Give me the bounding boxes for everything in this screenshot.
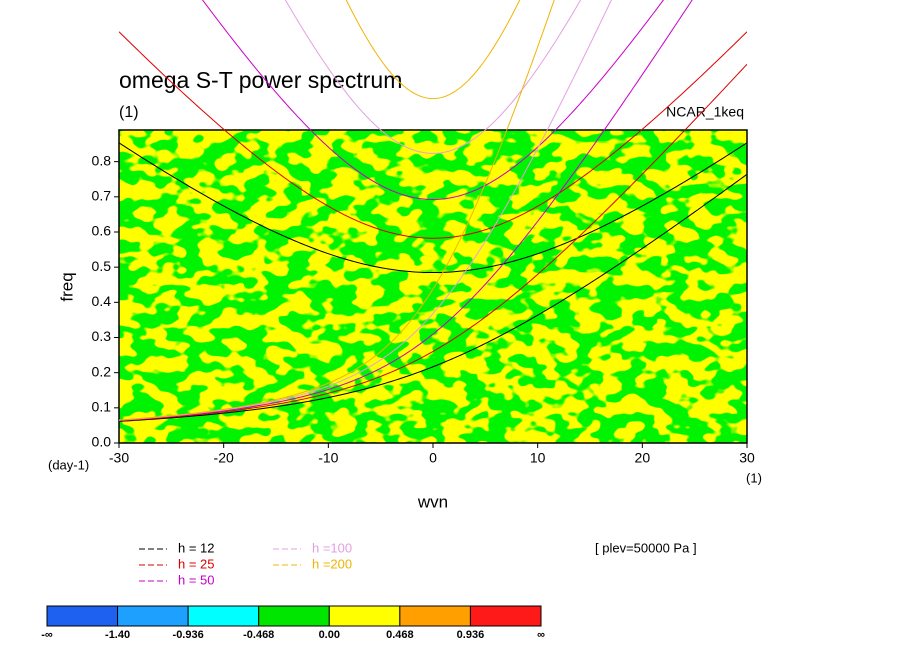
x-tick-label: 0 xyxy=(429,450,437,466)
colorbar-label: 0.936 xyxy=(457,629,485,641)
colorbar-label: ∞ xyxy=(537,629,545,641)
x-tick-label: 20 xyxy=(635,450,651,466)
dispersion-curve xyxy=(119,0,693,421)
x-tick-label: -20 xyxy=(214,450,234,466)
colorbar-label: -∞ xyxy=(41,629,53,641)
colorbar-label: -0.468 xyxy=(243,629,274,641)
chart-subtitle: (1) xyxy=(119,104,139,121)
note: [ plev=50000 Pa ] xyxy=(595,540,697,555)
dispersion-curve xyxy=(119,0,612,421)
dispersion-curve xyxy=(345,0,521,100)
y-tick-label: 0.3 xyxy=(92,328,112,344)
curves xyxy=(119,0,747,422)
colorbar-box xyxy=(469,605,542,627)
dispersion-curve xyxy=(119,173,747,422)
x-tick-label: -30 xyxy=(109,450,129,466)
colorbar-label: 0.00 xyxy=(319,629,340,641)
y-tick-label: 0.5 xyxy=(92,258,112,274)
dispersion-curve xyxy=(119,31,747,239)
y-tick-label: 0.4 xyxy=(92,293,112,309)
legend-label: h = 50 xyxy=(178,572,215,587)
colorbar-box xyxy=(187,605,260,627)
colorbar-box xyxy=(258,605,330,627)
y-unit: (day-1) xyxy=(48,457,89,472)
colorbar-label: 0.468 xyxy=(386,629,414,641)
x-tick-label: 10 xyxy=(530,450,546,466)
annotation: NCAR_1keq xyxy=(666,104,744,120)
legend-label: h = 12 xyxy=(178,540,215,555)
y-tick-label: 0.6 xyxy=(92,223,112,239)
colorbar-box xyxy=(46,605,119,627)
x-unit: (1) xyxy=(746,470,762,485)
x-tick-label: 30 xyxy=(739,450,755,466)
colorbar-label: -0.936 xyxy=(173,629,204,641)
legend-label: h = 25 xyxy=(178,556,215,571)
legend-label: h =200 xyxy=(312,556,352,571)
colorbar-box xyxy=(328,605,401,627)
y-tick-label: 0.7 xyxy=(92,188,112,204)
x-tick-label: -10 xyxy=(318,450,338,466)
y-tick-label: 0.2 xyxy=(92,363,112,379)
dispersion-curve xyxy=(201,0,665,200)
dispersion-curve xyxy=(284,0,582,154)
y-axis-label: freq xyxy=(57,272,76,301)
legend-label: h =100 xyxy=(312,540,352,555)
dispersion-curve xyxy=(119,63,747,422)
dispersion-curve xyxy=(119,0,555,421)
y-tick-label: 0.8 xyxy=(92,152,112,168)
colorbar-box xyxy=(117,605,189,627)
y-tick-label: 0.1 xyxy=(92,399,112,415)
x-axis-label: wvn xyxy=(417,492,448,511)
colorbar-box xyxy=(399,605,471,627)
field-contours xyxy=(119,130,747,443)
y-tick-label: 0.0 xyxy=(92,434,112,450)
colorbar-label: -1.40 xyxy=(105,629,130,641)
chart-title: omega S-T power spectrum xyxy=(119,67,402,93)
dispersion-curve xyxy=(119,142,747,274)
